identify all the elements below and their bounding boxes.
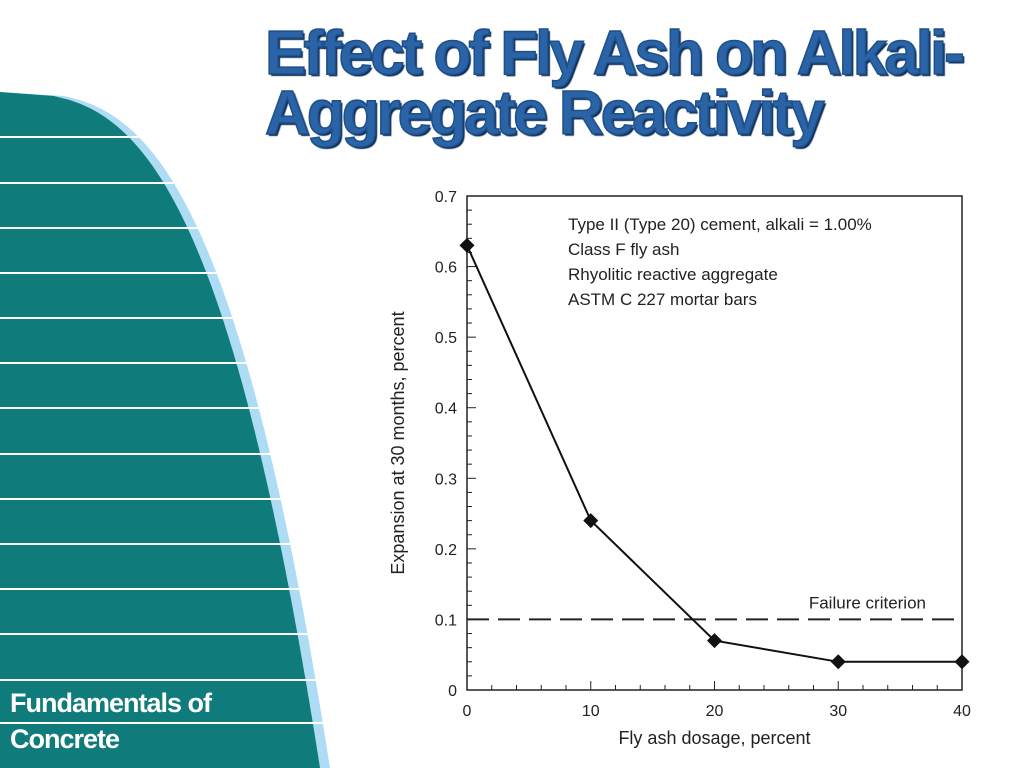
data-point-diamond [830,654,846,670]
title-line-1: Effect of Fly Ash on Alkali- [264,19,965,88]
annotation-line: Type II (Type 20) cement, alkali = 1.00% [568,215,872,234]
y-axis-label: Expansion at 30 months, percent [388,311,408,574]
x-axis-label: Fly ash dosage, percent [618,728,810,748]
panel-teal-fill [0,92,320,768]
failure-criterion-label: Failure criterion [809,593,926,612]
x-tick-label: 20 [706,703,724,720]
y-tick-label: 0.6 [435,260,457,277]
title-line-2: Aggregate Reactivity [264,79,825,148]
annotation-line: Rhyolitic reactive aggregate [568,265,778,284]
y-tick-label: 0.4 [435,401,457,418]
y-tick-label: 0.5 [435,330,457,347]
annotation-line: ASTM C 227 mortar bars [568,290,757,309]
slide-title: Effect of Fly Ash on Alkali- Aggregate R… [264,19,965,148]
y-tick-label: 0.2 [435,542,457,559]
decorative-band-panel [0,92,330,768]
x-tick-label: 0 [463,703,472,720]
x-tick-label: 40 [953,703,971,720]
data-point-diamond [459,237,475,253]
footer-label: Fundamentals of Concrete [10,685,212,757]
y-tick-label: 0.7 [435,189,457,206]
data-point-diamond [583,513,599,529]
x-tick-label: 30 [829,703,847,720]
x-tick-label: 10 [582,703,600,720]
footer-line-1: Fundamentals of [10,688,212,718]
footer-line-2: Concrete [10,724,120,754]
y-tick-label: 0 [448,683,457,700]
y-tick-label: 0.3 [435,471,457,488]
y-tick-label: 0.1 [435,612,457,629]
data-point-diamond [954,654,970,670]
annotation-line: Class F fly ash [568,240,679,259]
data-point-diamond [707,633,722,649]
